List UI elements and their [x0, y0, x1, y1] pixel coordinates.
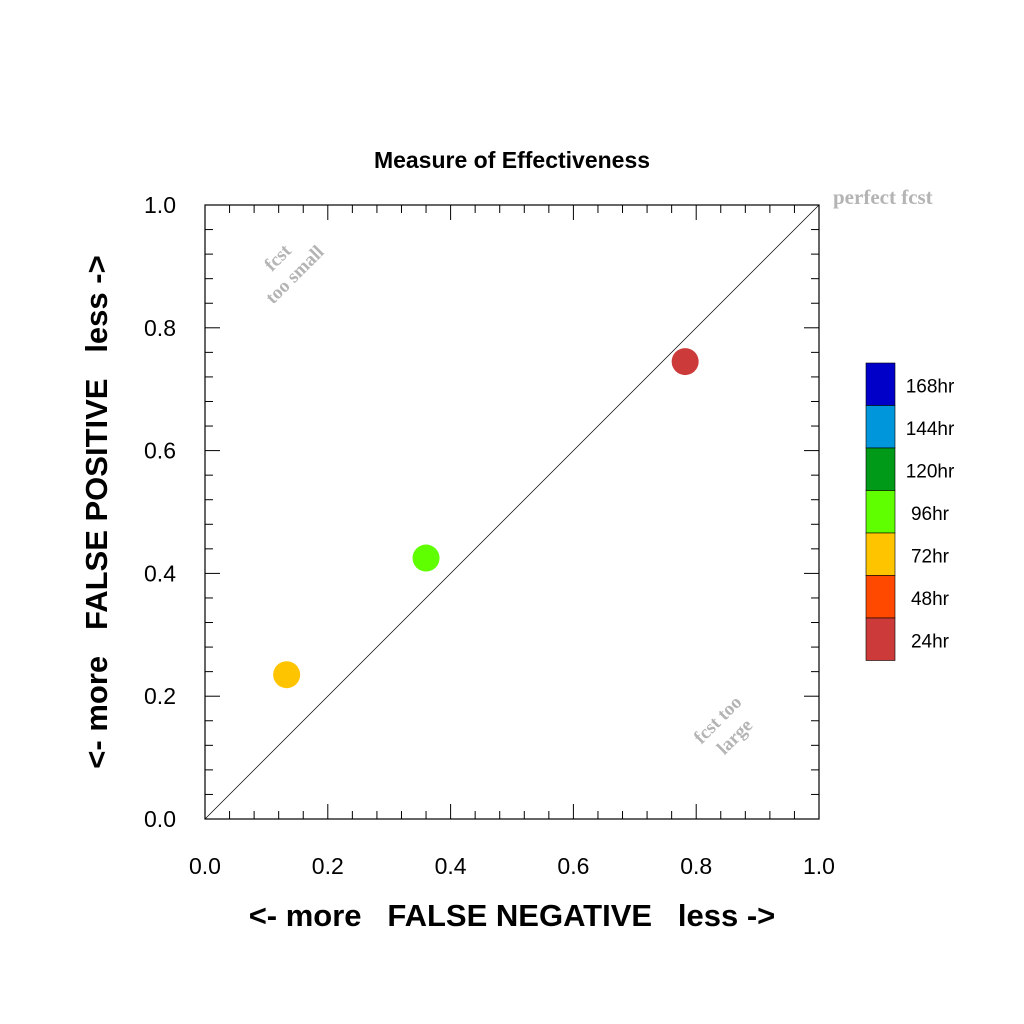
- y-tick-label: 0.6: [144, 438, 176, 464]
- legend-label: 72hr: [911, 546, 950, 567]
- y-tick-label: 0.0: [144, 806, 176, 832]
- data-point-72hr: [273, 661, 301, 689]
- legend-swatch-168hr: [865, 362, 896, 406]
- legend-label: 24hr: [911, 631, 950, 652]
- y-tick-label: 0.2: [144, 683, 176, 709]
- legend-swatch-24hr: [865, 617, 896, 661]
- x-tick-label: 0.4: [435, 853, 467, 879]
- x-tick-label: 0.2: [312, 853, 344, 879]
- data-point-24hr: [671, 348, 699, 376]
- legend-label: 120hr: [906, 461, 955, 482]
- reference-line: [204, 204, 820, 820]
- legend-swatch-96hr: [865, 490, 896, 534]
- y-tick-label: 0.8: [144, 315, 176, 341]
- legend-swatch-144hr: [865, 405, 896, 449]
- y-tick-label: 1.0: [144, 192, 176, 218]
- data-points: [273, 348, 699, 689]
- legend-label: 96hr: [911, 504, 950, 525]
- x-tick-label: 0.6: [557, 853, 589, 879]
- x-tick-label: 1.0: [803, 853, 835, 879]
- legend-swatch-120hr: [865, 447, 896, 491]
- y-tick-label: 0.4: [144, 560, 176, 586]
- x-tick-label: 0.0: [189, 853, 221, 879]
- annotation-perfect-fcst: perfect fcst: [833, 185, 933, 209]
- x-tick-label: 0.8: [680, 853, 712, 879]
- legend: 168hr 144hr 120hr 96hr 72hr 48hr 24hr: [865, 362, 955, 661]
- legend-label: 168hr: [906, 376, 955, 397]
- legend-label: 48hr: [911, 589, 950, 610]
- y-axis-label: <- more FALSE POSITIVE less ->: [79, 255, 114, 768]
- data-point-96hr: [412, 544, 440, 572]
- legend-swatch-48hr: [865, 575, 896, 619]
- legend-label: 144hr: [906, 419, 955, 440]
- plot-frame: [204, 204, 820, 820]
- plot-axes: 0.0 0.2 0.4 0.6 0.8 1.0 0.0 0.2 0.4 0.6 0.8 1.0: [144, 192, 835, 879]
- chart-title: Measure of Effectiveness: [374, 147, 650, 173]
- diagonal-line: [204, 204, 820, 820]
- x-axis-label: <- more FALSE NEGATIVE less ->: [249, 898, 776, 933]
- legend-swatch-72hr: [865, 532, 896, 576]
